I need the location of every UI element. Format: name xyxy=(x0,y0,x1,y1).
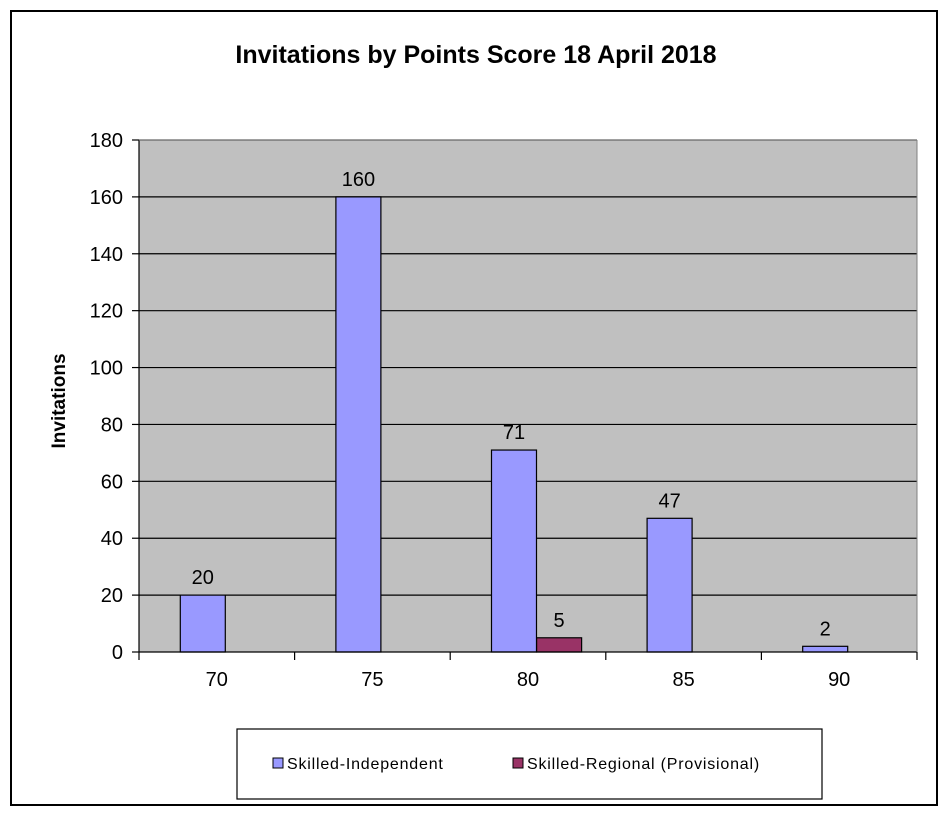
legend-swatch xyxy=(272,757,284,769)
data-label: 2 xyxy=(820,618,831,640)
x-tick-label: 80 xyxy=(517,669,539,691)
legend-label: Skilled-Independent xyxy=(287,756,444,773)
chart-title: Invitations by Points Score 18 April 201… xyxy=(235,41,716,69)
y-tick-label: 160 xyxy=(90,187,123,209)
data-label: 5 xyxy=(554,610,565,632)
y-tick-label: 180 xyxy=(90,130,123,152)
y-tick-label: 80 xyxy=(101,414,123,436)
legend-swatch xyxy=(512,757,524,769)
bar-skilled-independent-75 xyxy=(335,196,382,653)
x-tick-label: 85 xyxy=(672,669,694,691)
legend: Skilled-Independent Skilled-Regional (Pro… xyxy=(236,728,823,800)
legend-box xyxy=(236,728,823,800)
y-tick-label: 40 xyxy=(101,528,123,550)
data-label: 47 xyxy=(658,490,680,512)
bar-skilled-independent-80 xyxy=(490,449,538,653)
bar-skilled-independent-85 xyxy=(646,517,693,653)
x-tick-label: 90 xyxy=(828,669,850,691)
plot-area: 0 20 40 60 80 100 120 140 160 180 20 160 71 47 2 5 70 75 8… xyxy=(90,130,918,691)
data-label: 20 xyxy=(192,567,214,589)
y-tick-label: 60 xyxy=(101,471,123,493)
bar-skilled-regional-provisional--80 xyxy=(536,637,583,653)
legend-label: Skilled-Regional (Provisional) xyxy=(527,756,760,773)
y-tick-label: 0 xyxy=(112,642,123,664)
y-tick-label: 120 xyxy=(90,301,123,323)
data-label: 160 xyxy=(342,169,375,191)
x-tick-label: 70 xyxy=(206,669,228,691)
y-tick-label: 20 xyxy=(101,585,123,607)
x-tick-label: 75 xyxy=(361,669,383,691)
y-tick-label: 100 xyxy=(90,358,123,380)
y-axis-label: Invitations xyxy=(49,353,70,448)
bar-skilled-independent-90 xyxy=(802,645,849,653)
bar-skilled-independent-70 xyxy=(179,594,226,653)
y-tick-label: 140 xyxy=(90,244,123,266)
data-label: 71 xyxy=(503,422,525,444)
